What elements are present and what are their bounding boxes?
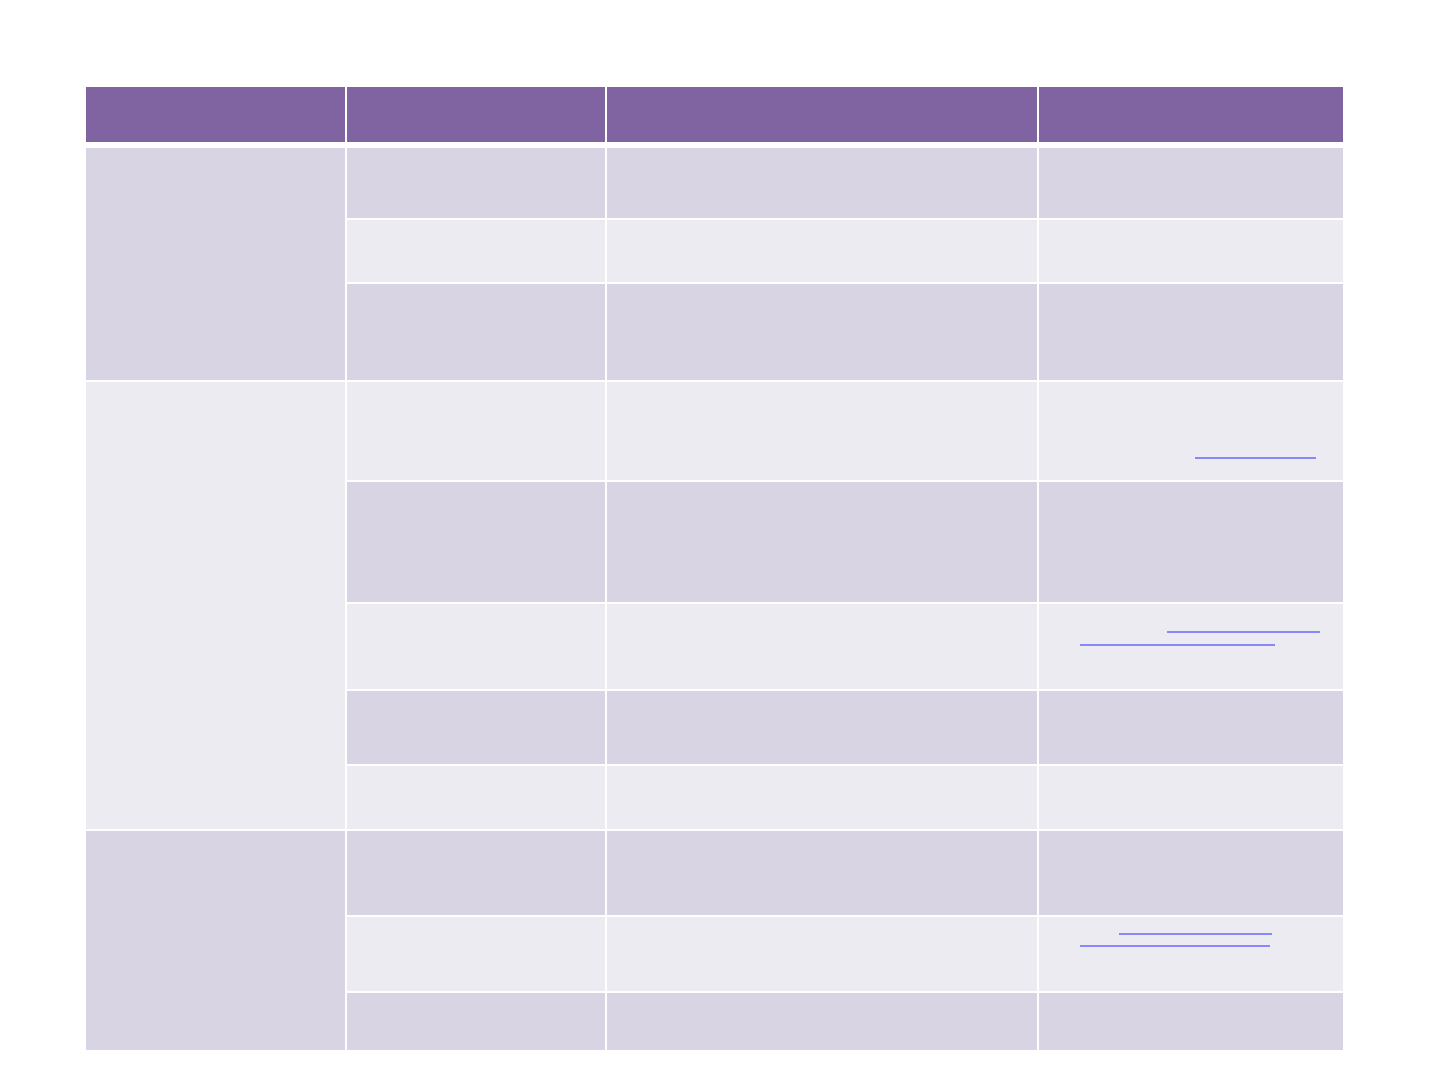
- cell: [607, 604, 1037, 689]
- cell: [347, 604, 605, 689]
- cell: [1039, 993, 1343, 1050]
- cell: [1039, 766, 1343, 829]
- group-cell: [86, 148, 345, 380]
- cell: [607, 917, 1037, 991]
- cell: [1039, 220, 1343, 282]
- group: [86, 148, 1343, 380]
- cell: [607, 148, 1037, 218]
- cell: [607, 766, 1037, 829]
- group: [86, 831, 1343, 1050]
- group: [86, 382, 1343, 829]
- cell: [347, 382, 605, 480]
- cell: [607, 691, 1037, 764]
- header-cell: [1039, 87, 1343, 142]
- group-cell: [86, 382, 345, 829]
- cell: [1039, 604, 1343, 689]
- cell: [1039, 691, 1343, 764]
- cell: [1039, 284, 1343, 380]
- cell: [347, 284, 605, 380]
- cell: [1039, 482, 1343, 602]
- cell: [347, 148, 605, 218]
- cell: [347, 691, 605, 764]
- cell: [1039, 917, 1343, 991]
- cell: [607, 284, 1037, 380]
- links[interactable]: [1080, 457, 1320, 947]
- cell: [607, 382, 1037, 480]
- cell: [347, 482, 605, 602]
- cell: [1039, 148, 1343, 218]
- cell: [1039, 382, 1343, 480]
- cell: [347, 831, 605, 915]
- header-cell: [607, 87, 1037, 142]
- cell: [347, 220, 605, 282]
- cell: [347, 766, 605, 829]
- cell: [607, 993, 1037, 1050]
- cell: [347, 917, 605, 991]
- cell: [607, 220, 1037, 282]
- header-row: [86, 87, 1343, 142]
- header-cell: [86, 87, 345, 142]
- cell: [1039, 831, 1343, 915]
- group-cell: [86, 831, 345, 1050]
- cell: [607, 482, 1037, 602]
- cell: [347, 993, 605, 1050]
- cell: [607, 831, 1037, 915]
- header-cell: [347, 87, 605, 142]
